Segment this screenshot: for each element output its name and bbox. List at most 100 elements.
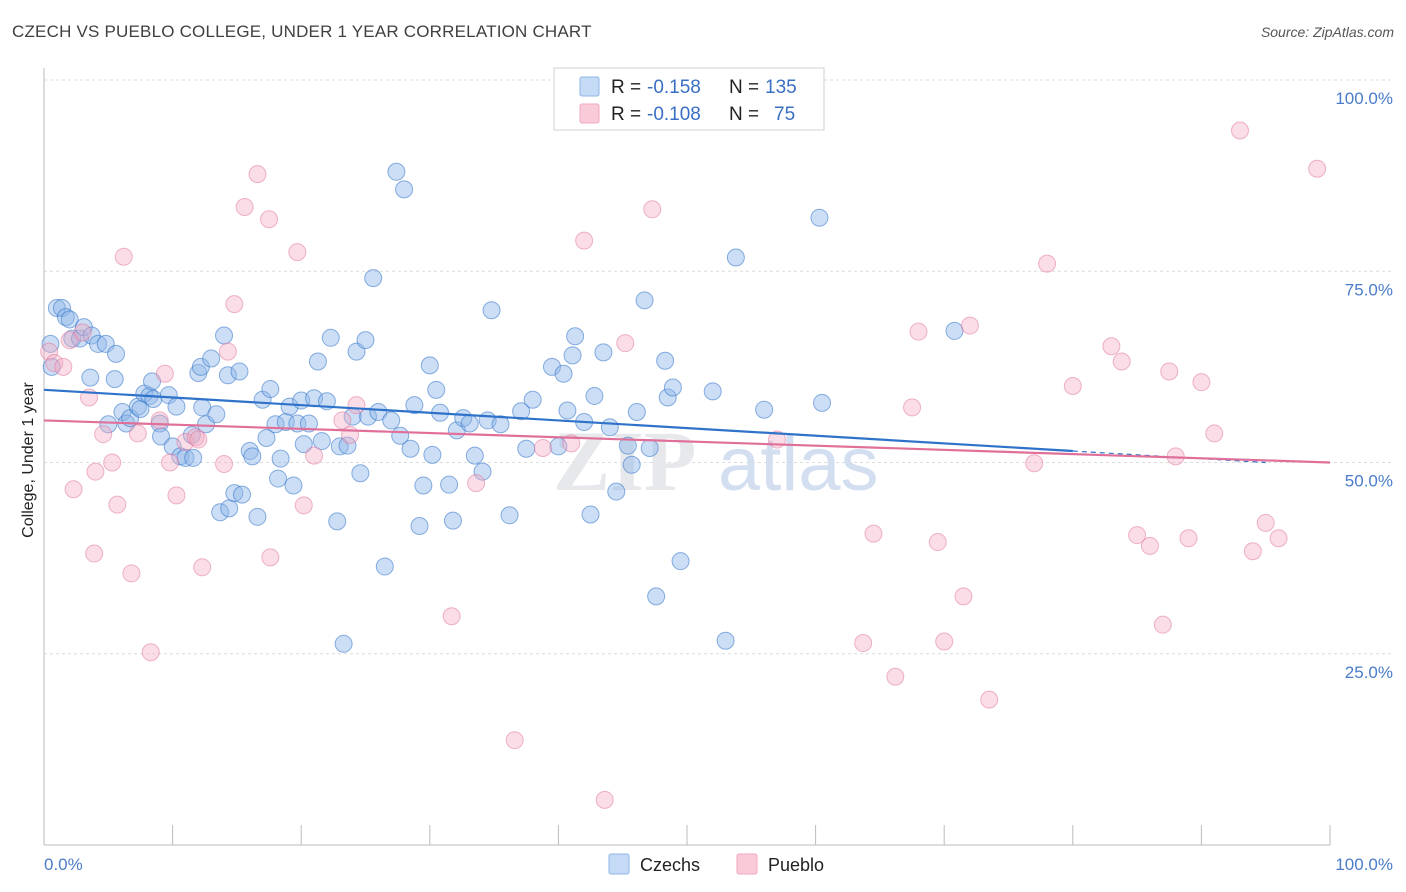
legend-swatch-pueblo xyxy=(579,103,600,124)
pueblo-point xyxy=(960,316,979,335)
czech-point xyxy=(607,482,626,501)
czech-point xyxy=(726,248,745,267)
czech-point xyxy=(271,449,290,468)
czech-point xyxy=(351,464,370,483)
pueblo-point xyxy=(467,474,486,493)
czech-point xyxy=(230,362,249,381)
czech-point xyxy=(240,442,259,461)
czech-point xyxy=(401,439,420,458)
y-axis-label: College, Under 1 year xyxy=(20,382,37,538)
czech-point xyxy=(512,402,531,421)
pueblo-point xyxy=(161,453,180,472)
pueblo-point xyxy=(86,462,105,481)
pueblo-point xyxy=(189,430,208,449)
bottom-legend-pueblo: Pueblo xyxy=(768,855,824,875)
pueblo-trend-line xyxy=(43,419,1331,464)
czech-point xyxy=(269,469,288,488)
pueblo-point xyxy=(64,480,83,499)
czech-point xyxy=(99,415,118,434)
pueblo-point xyxy=(347,396,366,415)
pueblo-point xyxy=(186,428,205,447)
legend-pueblo-n-value: 75 xyxy=(774,104,795,125)
pueblo-point xyxy=(1102,337,1121,356)
czech-point xyxy=(81,368,100,387)
czech-point xyxy=(338,436,357,455)
pueblo-point xyxy=(1128,526,1147,545)
czech-point xyxy=(558,401,577,420)
y-tick-label: 50.0% xyxy=(1345,472,1393,491)
czech-point xyxy=(202,349,221,368)
czech-point xyxy=(440,475,459,494)
pueblo-point xyxy=(103,453,122,472)
czech-point xyxy=(257,429,276,448)
czech-point xyxy=(215,326,234,345)
czech-point xyxy=(420,356,439,375)
czech-point xyxy=(328,512,347,531)
pueblo-point xyxy=(886,667,905,686)
pueblo-point xyxy=(114,247,133,266)
legend-czech-r-label: R = xyxy=(611,77,641,98)
czech-point xyxy=(144,390,163,409)
grid-lines xyxy=(44,79,1392,655)
czech-point xyxy=(152,427,171,446)
czech-point xyxy=(523,390,542,409)
pueblo-point xyxy=(235,197,254,216)
pueblo-point xyxy=(1063,377,1082,395)
czech-point xyxy=(473,462,492,481)
czech-point xyxy=(585,386,604,405)
legend-swatch-czech xyxy=(579,76,600,97)
pueblo-point xyxy=(73,323,92,342)
czech-point xyxy=(248,507,267,526)
y-tick-label: 75.0% xyxy=(1345,280,1393,299)
czech-point xyxy=(294,435,313,454)
czech-point xyxy=(105,370,124,389)
bottom-legend-czech: Czechs xyxy=(640,855,700,875)
pueblo-point xyxy=(155,364,174,383)
legend-pueblo-n-label: N = xyxy=(729,104,759,125)
series-legend: Czechs Pueblo xyxy=(608,853,824,875)
pueblo-point xyxy=(1308,159,1327,178)
czech-point xyxy=(280,397,299,416)
pueblo-point xyxy=(505,731,524,750)
czech-point xyxy=(618,436,637,455)
czech-point xyxy=(460,414,479,433)
y-tick-label: 25.0% xyxy=(1345,663,1393,682)
pueblo-point xyxy=(150,411,169,430)
czech-point xyxy=(128,397,147,416)
czech-point xyxy=(810,208,829,227)
czech-point xyxy=(207,405,226,424)
czech-point xyxy=(482,301,501,320)
czech-point xyxy=(716,631,735,650)
pueblo-point xyxy=(1243,542,1262,561)
czech-point xyxy=(375,557,394,576)
czech-point xyxy=(356,331,375,350)
legend-czech-r-value: -0.158 xyxy=(647,77,701,98)
pueblo-point xyxy=(294,496,313,515)
pueblo-point xyxy=(225,295,244,314)
czech-point xyxy=(211,503,230,522)
bottom-swatch-pueblo xyxy=(736,853,758,875)
czech-points xyxy=(41,162,964,653)
pueblo-point xyxy=(341,425,360,444)
stats-legend: R = -0.158 N = 135 R = -0.108 N = 75 xyxy=(553,67,825,131)
czech-point xyxy=(656,351,675,370)
pueblo-point xyxy=(260,210,279,229)
czech-point xyxy=(500,506,519,525)
x-tick-label: 0.0% xyxy=(44,855,83,874)
czech-point xyxy=(60,310,79,329)
pueblo-point xyxy=(1179,529,1198,548)
czech-point xyxy=(41,334,60,353)
czech-point xyxy=(89,334,108,353)
czech-point xyxy=(465,446,484,465)
legend-czech-n-value: 135 xyxy=(765,77,797,98)
czech-point xyxy=(225,484,244,503)
pueblo-point xyxy=(1160,362,1179,381)
czech-point xyxy=(395,180,414,199)
czech-point xyxy=(945,321,964,340)
pueblo-point xyxy=(954,587,973,606)
pueblo-point xyxy=(980,690,999,709)
pueblo-point xyxy=(928,533,947,552)
czech-point xyxy=(813,393,832,412)
czech-point xyxy=(414,476,433,495)
